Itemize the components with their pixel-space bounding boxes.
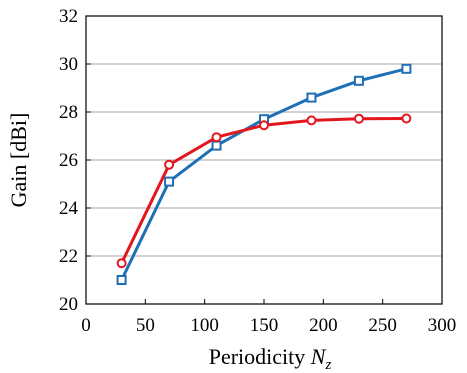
- y-tick-label: 30: [59, 54, 78, 75]
- series-2-point: [259, 120, 269, 131]
- x-tick-label: 150: [250, 315, 279, 336]
- y-tick-label: 28: [59, 102, 78, 123]
- x-tick-label: 100: [190, 315, 219, 336]
- y-tick-label: 20: [59, 294, 78, 315]
- series-2-point: [306, 115, 317, 126]
- series-2-point: [211, 132, 222, 143]
- grid-lines: [86, 63, 442, 257]
- series-1-point: [211, 140, 222, 151]
- x-axis-label: Periodicity Nz: [209, 344, 332, 373]
- series-2-point: [401, 113, 412, 124]
- series-2-point: [116, 258, 127, 269]
- series-2-point: [353, 113, 364, 124]
- x-axis-label-variable: N: [310, 344, 327, 369]
- x-axis-label-text: Periodicity: [209, 344, 311, 369]
- y-tick-label: 32: [59, 6, 78, 27]
- series-1-point: [116, 275, 127, 285]
- x-tick-label: 300: [428, 315, 457, 336]
- series-1-point: [401, 63, 412, 74]
- y-axis-label: Gain [dBi]: [6, 113, 31, 208]
- y-tick-label: 24: [59, 198, 79, 219]
- y-tick-label: 22: [59, 246, 78, 267]
- series-2-point: [164, 159, 175, 170]
- x-axis-label-subscript: z: [324, 357, 331, 373]
- series-group: [116, 63, 412, 285]
- x-tick-label: 250: [368, 315, 397, 336]
- y-tick-label: 26: [59, 150, 78, 171]
- series-1-point: [353, 75, 364, 86]
- series-1-point: [306, 92, 317, 103]
- series-1-point: [164, 176, 175, 187]
- x-tick-label: 200: [309, 315, 338, 336]
- x-tick-label: 0: [81, 315, 91, 336]
- x-tick-label: 50: [136, 315, 155, 336]
- axis-ticks: 20 22 24 26 28 30 32 0 50 100 150 200 250 300: [59, 6, 456, 336]
